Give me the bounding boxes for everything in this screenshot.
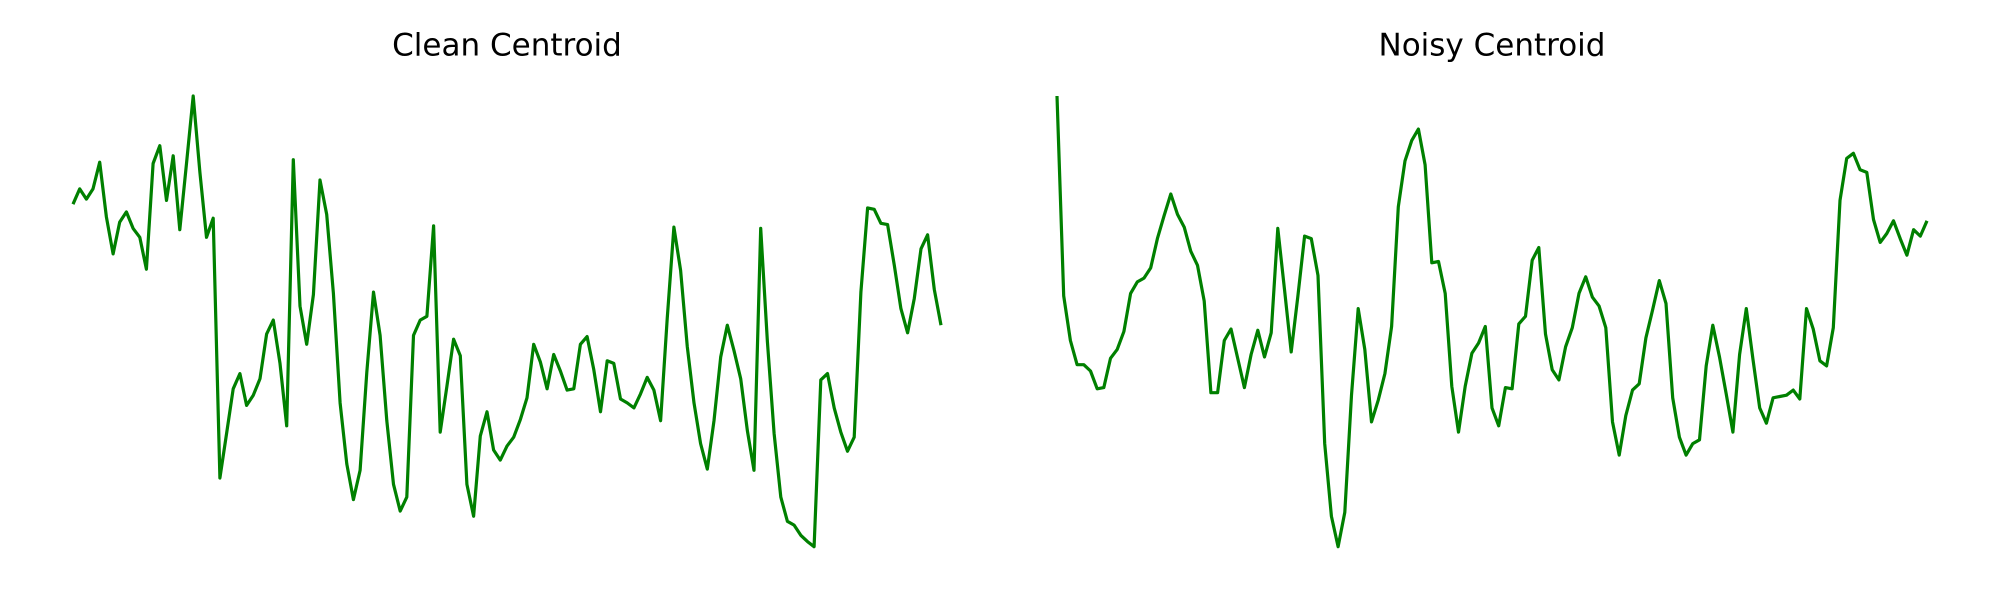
chart-title: Clean Centroid — [392, 28, 622, 64]
chart-title: Noisy Centroid — [1379, 28, 1606, 64]
data-line — [1055, 95, 1929, 549]
data-line — [71, 94, 943, 549]
